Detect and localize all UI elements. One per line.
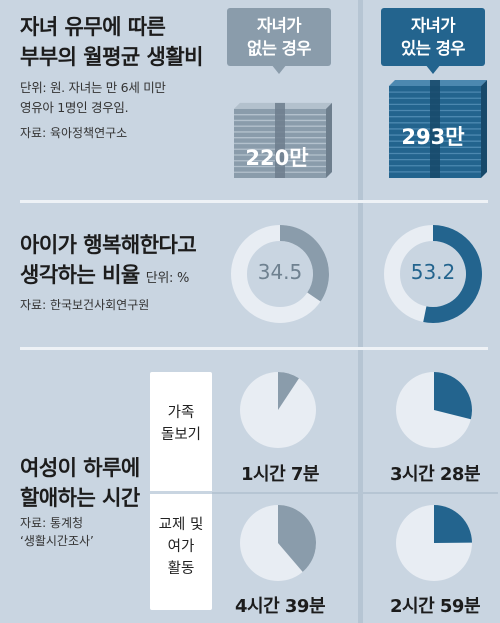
pie-care-no-child: [240, 372, 316, 448]
pie-slice-leisure-no-child: [278, 505, 316, 572]
donut-no-child: [231, 225, 329, 323]
header-with-child-pointer: [425, 64, 441, 74]
section1-note-line2: 영유아 1명인 경우임.: [20, 100, 129, 115]
pie-slice-leisure-with-child: [434, 505, 472, 543]
section2-title: 아이가 행복해한다고 생각하는 비율 단위: %: [20, 230, 230, 290]
section1-note-line1: 단위: 원. 자녀는 만 6세 미만: [20, 80, 166, 95]
section3-source-line2: ‘생활시간조사’: [20, 534, 94, 548]
header-with-child-line2: 있는 경우: [401, 39, 465, 58]
vertical-divider: [358, 0, 363, 623]
header-no-child: 자녀가 없는 경우: [227, 8, 331, 74]
donut-value-label-no-child: 34.5: [257, 260, 303, 284]
activity-label-divider: [150, 491, 212, 494]
section-separator: [20, 347, 488, 350]
section3-source-line1: 자료: 통계청: [20, 516, 84, 530]
header-no-child-line1: 자녀가: [256, 16, 302, 35]
section2-title-line1: 아이가 행복해한다고: [20, 233, 197, 257]
time-pie-charts: [240, 372, 473, 581]
section2-source: 자료: 한국보건사회연구원: [20, 298, 150, 312]
header-no-child-pointer: [271, 64, 287, 74]
row1-label-line2: 돌보기: [160, 427, 202, 443]
row2-label-line1: 교제 및: [158, 517, 204, 533]
donut-segment-with-child: [423, 225, 482, 323]
section-separator: [20, 200, 488, 203]
money-stack-no-child: [234, 102, 332, 178]
row1-label-line1: 가족: [167, 405, 195, 421]
row-divider-line: [162, 492, 498, 494]
pie-label-care-no-child: 1시간 7분: [241, 464, 320, 485]
header-no-child-line2: 없는 경우: [247, 39, 311, 58]
section1-source: 자료: 육아정책연구소: [20, 126, 128, 140]
pie-slice-care-no-child: [278, 372, 299, 410]
pie-label-leisure-with-child: 2시간 59분: [389, 596, 481, 617]
row2-label-line3: 활동: [167, 561, 195, 577]
pie-slice-care-with-child: [434, 372, 473, 420]
header-with-child: 자녀가 있는 경우: [381, 8, 485, 74]
row1-label: 가족 돌보기: [150, 402, 212, 446]
row2-label: 교제 및 여가 활동: [150, 514, 212, 580]
pie-leisure-with-child: [396, 505, 472, 581]
pie-care-with-child: [396, 372, 473, 448]
section1-title-line1: 자녀 유무에 따른: [20, 15, 166, 39]
pie-label-leisure-no-child: 4시간 39분: [234, 596, 326, 617]
header-with-child-line1: 자녀가: [410, 16, 456, 35]
section1-title: 자녀 유무에 따른 부부의 월평균 생활비: [20, 12, 240, 72]
donut-with-child: [384, 225, 482, 323]
donut-segment-no-child: [280, 225, 329, 302]
pie-label-care-with-child: 3시간 28분: [389, 464, 481, 485]
section2-title-line2: 생각하는 비율: [20, 263, 140, 287]
section2-unit: 단위: %: [145, 271, 190, 286]
section3-title: 여성이 하루에 할애하는 시간: [20, 453, 160, 513]
donut-value-label-with-child: 53.2: [410, 260, 456, 284]
section1-title-line2: 부부의 월평균 생활비: [20, 45, 204, 69]
money-stack-with-child: [389, 80, 487, 178]
section3-title-line1: 여성이 하루에: [20, 456, 140, 480]
money-stack-chart: [234, 80, 487, 178]
bar-value-label-with-child: 293만: [401, 125, 465, 149]
donut-chart: [231, 225, 482, 323]
bar-value-label-no-child: 220만: [245, 146, 309, 170]
row2-label-line2: 여가: [167, 539, 195, 555]
section3-source: 자료: 통계청 ‘생활시간조사’: [20, 514, 150, 550]
pie-leisure-no-child: [240, 505, 316, 581]
section3-title-line2: 할애하는 시간: [20, 486, 140, 510]
section1-note: 단위: 원. 자녀는 만 6세 미만 영유아 1명인 경우임.: [20, 78, 230, 118]
